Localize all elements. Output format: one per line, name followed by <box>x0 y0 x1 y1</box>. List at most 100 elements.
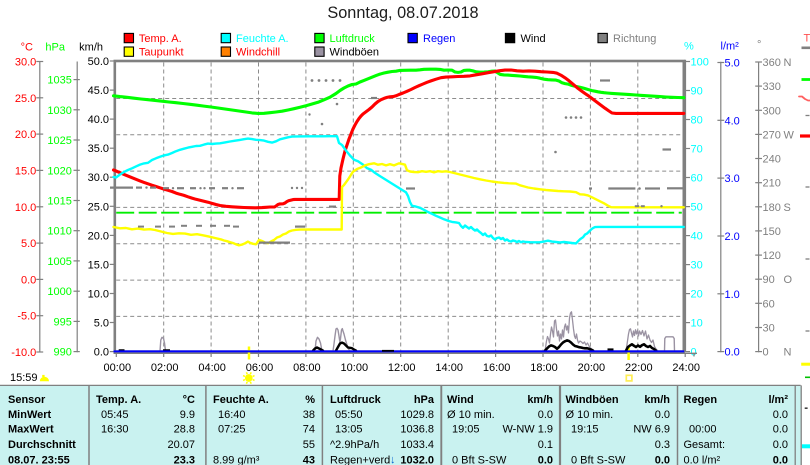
svg-text:Wind: Wind <box>447 394 474 406</box>
svg-text:05:50: 05:50 <box>335 409 363 421</box>
svg-text:O: O <box>784 274 793 286</box>
svg-text:1005: 1005 <box>47 256 71 268</box>
svg-text:1035: 1035 <box>47 75 71 87</box>
svg-text:T: T <box>804 33 810 45</box>
svg-text:Windböen: Windböen <box>330 47 380 59</box>
svg-text:MaxWert: MaxWert <box>8 424 54 436</box>
svg-text:5.0: 5.0 <box>21 238 36 250</box>
svg-text:1033.4: 1033.4 <box>400 439 434 451</box>
svg-text:19:05: 19:05 <box>452 424 480 436</box>
svg-text:0.0: 0.0 <box>21 274 36 286</box>
svg-text:0: 0 <box>691 347 697 359</box>
svg-text:Feuchte A.: Feuchte A. <box>213 394 269 406</box>
svg-text:0 Bft S-SW: 0 Bft S-SW <box>571 454 626 465</box>
svg-text:20:00: 20:00 <box>578 362 606 374</box>
svg-text:30.0: 30.0 <box>15 57 36 69</box>
svg-text:0.0: 0.0 <box>773 439 788 451</box>
svg-text:Ø 10 min.: Ø 10 min. <box>447 409 495 421</box>
svg-text:-5.0: -5.0 <box>17 311 36 323</box>
svg-text:0.0: 0.0 <box>773 424 788 436</box>
svg-text:70: 70 <box>691 144 703 156</box>
svg-text:05:45: 05:45 <box>101 409 129 421</box>
svg-text:22:00: 22:00 <box>625 362 653 374</box>
svg-text:W-NW 1.9: W-NW 1.9 <box>502 424 553 436</box>
svg-text:180: 180 <box>763 202 781 214</box>
svg-text:300: 300 <box>763 105 781 117</box>
svg-text:5.0: 5.0 <box>94 318 109 330</box>
svg-text:240: 240 <box>763 154 781 166</box>
svg-text:10:00: 10:00 <box>341 362 369 374</box>
svg-text:hPa: hPa <box>414 394 435 406</box>
svg-text:MinWert: MinWert <box>8 409 52 421</box>
svg-text:60: 60 <box>763 298 775 310</box>
svg-text:1.0: 1.0 <box>725 289 740 301</box>
svg-text:Wind: Wind <box>521 33 546 45</box>
svg-text:°C: °C <box>21 42 33 54</box>
svg-text:0 Bft S-SW: 0 Bft S-SW <box>452 454 507 465</box>
svg-text:25.0: 25.0 <box>88 201 109 213</box>
svg-text:0.0: 0.0 <box>773 454 788 465</box>
svg-text:Luftdruck: Luftdruck <box>330 394 382 406</box>
svg-text:50: 50 <box>691 202 703 214</box>
svg-text:^2.9hPa/h: ^2.9hPa/h <box>330 439 379 451</box>
svg-text:l/m²: l/m² <box>721 41 740 53</box>
svg-text:45.0: 45.0 <box>88 85 109 97</box>
svg-text:0.0: 0.0 <box>773 409 788 421</box>
svg-text:Taupunkt: Taupunkt <box>139 47 184 59</box>
svg-text:100: 100 <box>691 57 709 69</box>
svg-text:°C: °C <box>183 394 195 406</box>
svg-text:Regen: Regen <box>423 33 455 45</box>
svg-text:%: % <box>684 41 694 53</box>
svg-text:90: 90 <box>763 274 775 286</box>
svg-text:08.07. 23:55: 08.07. 23:55 <box>8 454 70 465</box>
svg-text:12:00: 12:00 <box>388 362 416 374</box>
svg-text:1025: 1025 <box>47 135 71 147</box>
svg-text:l/m²: l/m² <box>768 394 788 406</box>
svg-text:15.0: 15.0 <box>88 259 109 271</box>
svg-text:0.0: 0.0 <box>94 347 109 359</box>
svg-text:120: 120 <box>763 250 781 262</box>
svg-text:Ø 10 min.: Ø 10 min. <box>566 409 614 421</box>
svg-text:30: 30 <box>763 323 775 335</box>
svg-text:210: 210 <box>763 178 781 190</box>
svg-text:Windchill: Windchill <box>236 47 280 59</box>
svg-text:20.07: 20.07 <box>167 439 195 451</box>
svg-text:0.3: 0.3 <box>655 439 670 451</box>
svg-text:23.3: 23.3 <box>174 454 195 465</box>
svg-text:Richtung: Richtung <box>613 33 656 45</box>
svg-text:20.0: 20.0 <box>88 230 109 242</box>
svg-text:55: 55 <box>303 439 315 451</box>
svg-text:S: S <box>784 202 791 214</box>
svg-text:00:00: 00:00 <box>689 424 717 436</box>
svg-text:1029.8: 1029.8 <box>400 409 434 421</box>
svg-text:1000: 1000 <box>47 286 71 298</box>
svg-text:km/h: km/h <box>79 42 103 54</box>
svg-text:Regen+verd: Regen+verd <box>330 454 390 465</box>
svg-text:2.0: 2.0 <box>725 231 740 243</box>
svg-text:19:15: 19:15 <box>571 424 599 436</box>
svg-text:0.0: 0.0 <box>655 409 670 421</box>
svg-text:0.1: 0.1 <box>538 439 553 451</box>
svg-text:10.0: 10.0 <box>15 202 36 214</box>
svg-text:Feuchte A.: Feuchte A. <box>236 33 289 45</box>
svg-text:38: 38 <box>303 409 315 421</box>
svg-text:25.0: 25.0 <box>15 93 36 105</box>
svg-text:14:00: 14:00 <box>435 362 463 374</box>
svg-text:1032.0: 1032.0 <box>400 454 434 465</box>
svg-text:Durchschnitt: Durchschnitt <box>8 439 76 451</box>
svg-text:24:00: 24:00 <box>672 362 700 374</box>
svg-text:1036.8: 1036.8 <box>400 424 434 436</box>
svg-text:60: 60 <box>691 173 703 185</box>
svg-text:150: 150 <box>763 226 781 238</box>
svg-text:1020: 1020 <box>47 165 71 177</box>
svg-text:30: 30 <box>691 260 703 272</box>
svg-text:50.0: 50.0 <box>88 56 109 68</box>
svg-text:43: 43 <box>303 454 315 465</box>
svg-text:-10.0: -10.0 <box>11 347 36 359</box>
svg-text:995: 995 <box>54 316 72 328</box>
svg-text:Temp. A.: Temp. A. <box>96 394 141 406</box>
svg-text:28.8: 28.8 <box>174 424 195 436</box>
svg-text:N: N <box>784 347 792 359</box>
svg-text:°: ° <box>757 39 761 51</box>
svg-text:330: 330 <box>763 81 781 93</box>
